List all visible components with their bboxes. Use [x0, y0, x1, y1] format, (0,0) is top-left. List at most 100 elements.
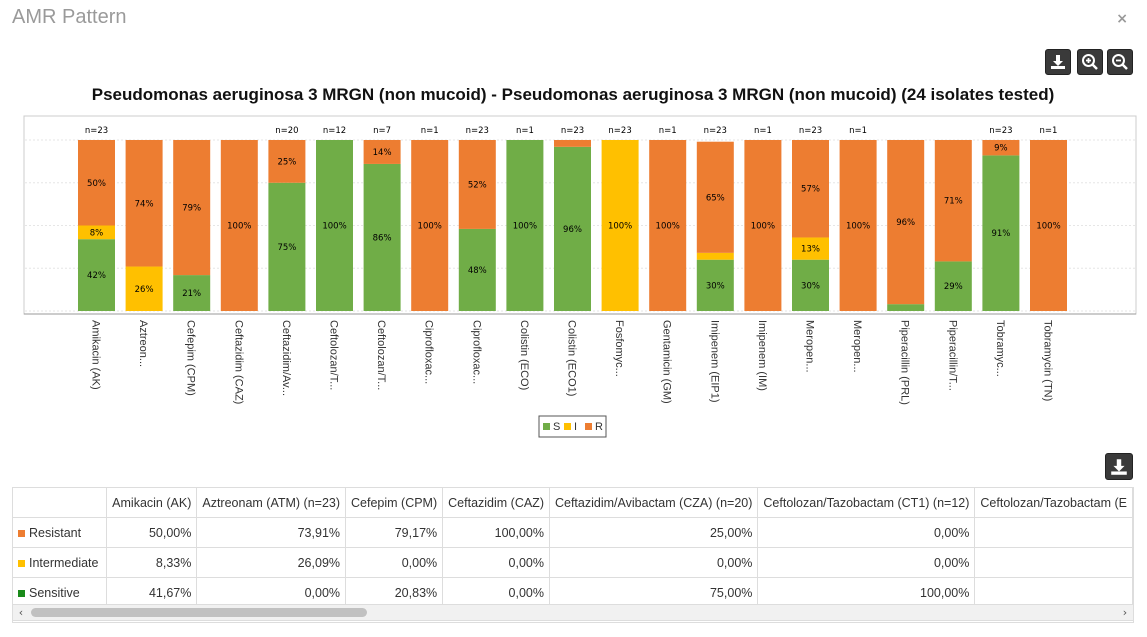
- data-label: 50%: [87, 179, 106, 189]
- n-label: n=23: [466, 126, 489, 136]
- data-label: 30%: [706, 281, 725, 291]
- x-tick-label: Aztreon...: [137, 320, 149, 367]
- data-label: 21%: [182, 289, 201, 299]
- bar-segment-R[interactable]: [554, 140, 591, 147]
- bar-segment-S[interactable]: [696, 259, 734, 311]
- bar-segment-S[interactable]: [887, 304, 925, 311]
- x-tick-label: Imipenem (IM): [756, 320, 768, 391]
- bar-segment-I[interactable]: [696, 252, 734, 260]
- scroll-thumb[interactable]: [31, 608, 367, 617]
- bar-segment-R[interactable]: [363, 140, 401, 164]
- bar-segment-R[interactable]: [173, 140, 211, 276]
- bar-segment-S[interactable]: [316, 140, 353, 311]
- bar-segment-R[interactable]: [649, 140, 687, 311]
- bar-segment-R[interactable]: [934, 140, 972, 262]
- table-row: Sensitive 41,67% 0,00% 20,83% 0,00% 75,00% 100…: [13, 577, 1133, 608]
- horizontal-scrollbar[interactable]: ‹ ›: [12, 604, 1134, 621]
- data-label: 79%: [182, 204, 201, 214]
- results-table: Amikacin (AK) Aztreonam (ATM) (n=23) Cef…: [13, 488, 1133, 608]
- bar-segment-R[interactable]: [1030, 140, 1067, 311]
- legend-swatch: [18, 559, 25, 567]
- chart-title: Pseudomonas aeruginosa 3 MRGN (non mucoi…: [92, 85, 1055, 104]
- bar-segment-I[interactable]: [601, 140, 639, 311]
- data-label: 9%: [994, 144, 1008, 154]
- x-tick-label: Piperacillin/T...: [946, 320, 958, 391]
- bar-segment-R[interactable]: [982, 140, 1020, 156]
- table-cell: 8,33%: [106, 547, 198, 578]
- legend-label-R[interactable]: R: [595, 421, 603, 433]
- x-tick-label: Colistin (ECO1): [566, 320, 578, 396]
- zoom-in-button[interactable]: [1077, 49, 1103, 75]
- table-cell: 0,00%: [757, 517, 976, 548]
- n-label: n=23: [608, 126, 631, 136]
- scroll-left-arrow[interactable]: ‹: [18, 606, 24, 619]
- scroll-right-arrow[interactable]: ›: [1122, 606, 1128, 619]
- column-header: Ceftazidim (CAZ): [442, 488, 550, 518]
- table-cell: 0,00%: [345, 547, 444, 578]
- bar-segment-S[interactable]: [78, 239, 115, 311]
- column-header: Aztreonam (ATM) (n=23): [196, 488, 347, 518]
- bar-segment-R[interactable]: [792, 140, 829, 238]
- amr-chart: Pseudomonas aeruginosa 3 MRGN (non mucoi…: [23, 85, 1137, 438]
- x-tick-label: Imipenem (EIP1): [708, 320, 720, 403]
- close-icon[interactable]: ×: [1116, 11, 1128, 27]
- bar-segment-I[interactable]: [78, 225, 115, 240]
- bar-segment-S[interactable]: [363, 163, 401, 311]
- data-label: 52%: [468, 180, 487, 190]
- row-label: Resistant: [13, 517, 108, 548]
- x-tick-label: Ceftazidim (CAZ): [232, 320, 244, 404]
- bar-segment-S[interactable]: [268, 182, 306, 311]
- table-cell: 100,00%: [757, 577, 976, 608]
- bar-segment-R[interactable]: [458, 140, 496, 229]
- bar-segment-I[interactable]: [125, 266, 163, 311]
- bar-segment-R[interactable]: [744, 140, 782, 311]
- x-tick-label: Ceftolozan/T...: [375, 320, 387, 390]
- bar-segment-S[interactable]: [506, 140, 544, 311]
- bar-segment-S[interactable]: [458, 228, 496, 311]
- data-label: 26%: [135, 285, 154, 295]
- bar-segment-R[interactable]: [887, 140, 925, 305]
- legend-box: [538, 415, 607, 438]
- bar-segment-S[interactable]: [173, 275, 211, 311]
- bar-segment-S[interactable]: [982, 155, 1020, 311]
- n-label: n=23: [85, 126, 108, 136]
- table-download-button[interactable]: [1105, 453, 1133, 480]
- data-label: 100%: [846, 222, 870, 232]
- bar-segment-I[interactable]: [792, 237, 829, 260]
- bar-segment-R[interactable]: [411, 140, 449, 311]
- legend-label-S[interactable]: S: [553, 421, 560, 433]
- legend-swatch-R[interactable]: [585, 423, 592, 430]
- table-cell: [974, 547, 1133, 578]
- column-header: Ceftolozan/Tazobactam (CT1) (n=12): [757, 488, 976, 518]
- bar-segment-R[interactable]: [125, 140, 163, 267]
- data-label: 30%: [801, 281, 820, 291]
- n-label: n=1: [659, 126, 677, 136]
- bar-segment-R[interactable]: [696, 141, 734, 253]
- bar-segment-R[interactable]: [220, 140, 258, 311]
- bar-segment-R[interactable]: [78, 140, 115, 226]
- table-cell: [974, 577, 1133, 608]
- legend-swatch-I[interactable]: [564, 423, 571, 430]
- chart-download-button[interactable]: [1045, 49, 1071, 75]
- table-cell: 50,00%: [106, 517, 198, 548]
- legend-label-I[interactable]: I: [574, 421, 577, 433]
- bar-segment-S[interactable]: [554, 146, 591, 311]
- bar-segment-R[interactable]: [268, 140, 306, 183]
- download-icon: [1051, 55, 1065, 69]
- column-header: Ceftolozan/Tazobactam (E: [974, 488, 1133, 518]
- n-label: n=23: [561, 126, 584, 136]
- column-header: Cefepim (CPM): [345, 488, 444, 518]
- bar-segment-S[interactable]: [934, 261, 972, 311]
- legend-swatch-S[interactable]: [543, 423, 550, 430]
- data-label: 96%: [563, 225, 582, 235]
- x-tick-label: Meropen...: [804, 320, 816, 373]
- zoom-out-button[interactable]: [1107, 49, 1133, 75]
- bar-segment-R[interactable]: [839, 140, 877, 311]
- data-label: 100%: [227, 222, 251, 232]
- data-label: 75%: [277, 243, 296, 253]
- n-label: n=1: [516, 126, 534, 136]
- table-cell: 0,00%: [442, 547, 550, 578]
- data-label: 29%: [944, 282, 963, 292]
- x-tick-label: Ciprofloxac...: [470, 320, 482, 384]
- bar-segment-S[interactable]: [792, 259, 829, 311]
